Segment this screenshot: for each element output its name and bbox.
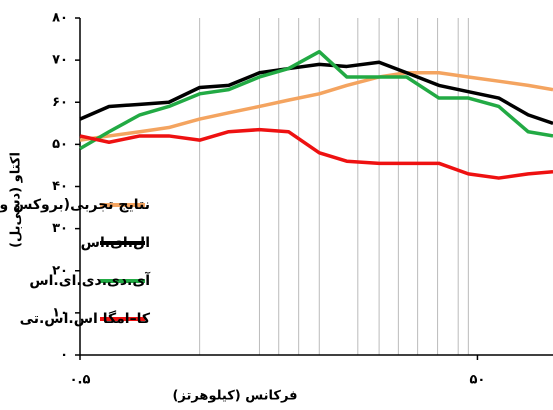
y-tick-label: ۶۰ [52, 95, 68, 110]
y-tick-label: ۰ [60, 348, 68, 363]
legend-label: نتایج تجربی(بروکس و همکاران) [0, 197, 150, 213]
series-line [79, 127, 553, 180]
x-tick-label: ۰.۵ [70, 373, 91, 388]
y-tick-label: ۵۰ [52, 137, 68, 152]
legend-label: ال.ای.اس [81, 235, 150, 251]
y-axis-label: اکتاو (دسی‌بل) [9, 152, 24, 248]
series-line [79, 49, 553, 151]
y-tick-label: ۷۰ [52, 53, 68, 68]
y-tick-label: ۳۰ [52, 221, 68, 236]
x-axis-label: فرکانس (کیلوهرتز) [172, 389, 297, 404]
x-tick-label: ۵۰ [470, 373, 486, 388]
y-tick-label: ۸۰ [52, 11, 68, 26]
legend-label: کا–امگا اس.اس.تی [20, 310, 151, 327]
y-tick-label: ۴۰ [52, 179, 68, 194]
y-tick-label: ۱۰ [52, 305, 68, 320]
series-line [79, 71, 553, 142]
y-tick-label: ۲۰ [52, 263, 68, 278]
series-line [79, 60, 553, 125]
legend-label: آی.دی.دی.ای.اس [29, 271, 151, 289]
